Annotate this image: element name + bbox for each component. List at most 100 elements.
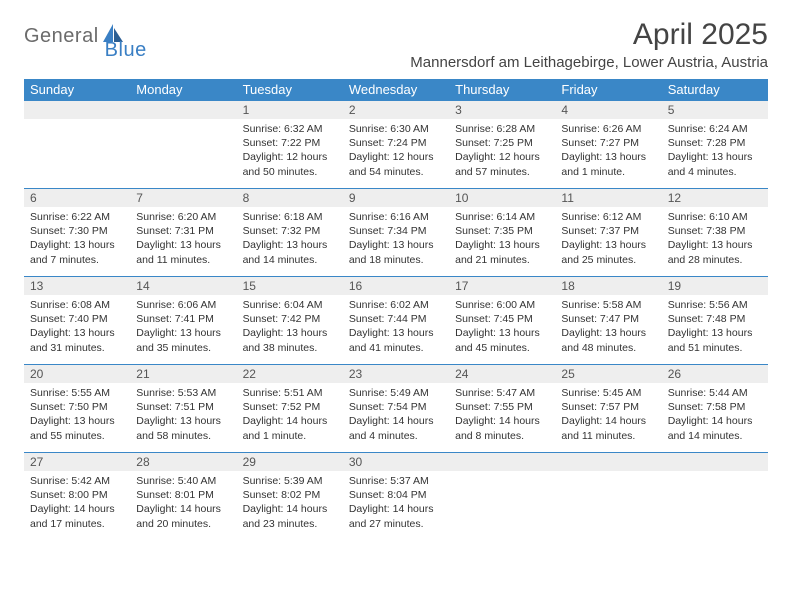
calendar-day: 7Sunrise: 6:20 AMSunset: 7:31 PMDaylight… xyxy=(130,188,236,276)
sunset-line: Sunset: 7:32 PM xyxy=(243,224,337,238)
day-number xyxy=(555,452,661,471)
brand-text-blue: Blue xyxy=(105,39,147,62)
day-details: Sunrise: 6:16 AMSunset: 7:34 PMDaylight:… xyxy=(343,207,449,273)
sunrise-line: Sunrise: 6:02 AM xyxy=(349,298,443,312)
day-number: 27 xyxy=(24,452,130,471)
calendar-week: 1Sunrise: 6:32 AMSunset: 7:22 PMDaylight… xyxy=(24,100,768,188)
day-details: Sunrise: 6:30 AMSunset: 7:24 PMDaylight:… xyxy=(343,119,449,185)
sunrise-line: Sunrise: 6:28 AM xyxy=(455,122,549,136)
day-number: 24 xyxy=(449,364,555,383)
day-number: 26 xyxy=(662,364,768,383)
daylight-line: Daylight: 13 hours and 48 minutes. xyxy=(561,326,655,354)
day-details xyxy=(449,471,555,480)
calendar-day: 2Sunrise: 6:30 AMSunset: 7:24 PMDaylight… xyxy=(343,100,449,188)
day-details: Sunrise: 6:10 AMSunset: 7:38 PMDaylight:… xyxy=(662,207,768,273)
day-number: 10 xyxy=(449,188,555,207)
daylight-line: Daylight: 13 hours and 18 minutes. xyxy=(349,238,443,266)
day-details: Sunrise: 5:45 AMSunset: 7:57 PMDaylight:… xyxy=(555,383,661,449)
calendar-day: 18Sunrise: 5:58 AMSunset: 7:47 PMDayligh… xyxy=(555,276,661,364)
daylight-line: Daylight: 13 hours and 1 minute. xyxy=(561,150,655,178)
calendar-day: 11Sunrise: 6:12 AMSunset: 7:37 PMDayligh… xyxy=(555,188,661,276)
calendar-day: 8Sunrise: 6:18 AMSunset: 7:32 PMDaylight… xyxy=(237,188,343,276)
sunset-line: Sunset: 7:28 PM xyxy=(668,136,762,150)
calendar-day: 6Sunrise: 6:22 AMSunset: 7:30 PMDaylight… xyxy=(24,188,130,276)
day-number xyxy=(449,452,555,471)
sunset-line: Sunset: 7:35 PM xyxy=(455,224,549,238)
sunset-line: Sunset: 7:42 PM xyxy=(243,312,337,326)
sunrise-line: Sunrise: 6:06 AM xyxy=(136,298,230,312)
day-details: Sunrise: 6:22 AMSunset: 7:30 PMDaylight:… xyxy=(24,207,130,273)
calendar-day: 5Sunrise: 6:24 AMSunset: 7:28 PMDaylight… xyxy=(662,100,768,188)
calendar-day: 4Sunrise: 6:26 AMSunset: 7:27 PMDaylight… xyxy=(555,100,661,188)
calendar-day: 12Sunrise: 6:10 AMSunset: 7:38 PMDayligh… xyxy=(662,188,768,276)
day-details: Sunrise: 6:26 AMSunset: 7:27 PMDaylight:… xyxy=(555,119,661,185)
sunset-line: Sunset: 7:30 PM xyxy=(30,224,124,238)
sunset-line: Sunset: 7:27 PM xyxy=(561,136,655,150)
calendar-empty xyxy=(24,100,130,188)
daylight-line: Daylight: 13 hours and 38 minutes. xyxy=(243,326,337,354)
sunrise-line: Sunrise: 6:24 AM xyxy=(668,122,762,136)
sunrise-line: Sunrise: 6:30 AM xyxy=(349,122,443,136)
sunset-line: Sunset: 7:40 PM xyxy=(30,312,124,326)
day-details: Sunrise: 5:53 AMSunset: 7:51 PMDaylight:… xyxy=(130,383,236,449)
day-details: Sunrise: 6:28 AMSunset: 7:25 PMDaylight:… xyxy=(449,119,555,185)
calendar-empty xyxy=(449,452,555,540)
sunrise-line: Sunrise: 5:47 AM xyxy=(455,386,549,400)
day-number xyxy=(662,452,768,471)
day-number: 15 xyxy=(237,276,343,295)
day-details: Sunrise: 5:55 AMSunset: 7:50 PMDaylight:… xyxy=(24,383,130,449)
day-details: Sunrise: 6:00 AMSunset: 7:45 PMDaylight:… xyxy=(449,295,555,361)
sunrise-line: Sunrise: 5:44 AM xyxy=(668,386,762,400)
calendar-day: 20Sunrise: 5:55 AMSunset: 7:50 PMDayligh… xyxy=(24,364,130,452)
calendar-day: 19Sunrise: 5:56 AMSunset: 7:48 PMDayligh… xyxy=(662,276,768,364)
day-details: Sunrise: 6:24 AMSunset: 7:28 PMDaylight:… xyxy=(662,119,768,185)
calendar-table: SundayMondayTuesdayWednesdayThursdayFrid… xyxy=(24,79,768,540)
day-number xyxy=(130,100,236,119)
day-number: 14 xyxy=(130,276,236,295)
weekday-header: Thursday xyxy=(449,79,555,100)
day-details xyxy=(130,119,236,128)
calendar-day: 16Sunrise: 6:02 AMSunset: 7:44 PMDayligh… xyxy=(343,276,449,364)
day-details: Sunrise: 6:14 AMSunset: 7:35 PMDaylight:… xyxy=(449,207,555,273)
day-number: 19 xyxy=(662,276,768,295)
day-number: 20 xyxy=(24,364,130,383)
day-number: 21 xyxy=(130,364,236,383)
sunrise-line: Sunrise: 5:40 AM xyxy=(136,474,230,488)
sunrise-line: Sunrise: 5:55 AM xyxy=(30,386,124,400)
day-details xyxy=(24,119,130,128)
daylight-line: Daylight: 13 hours and 35 minutes. xyxy=(136,326,230,354)
calendar-day: 25Sunrise: 5:45 AMSunset: 7:57 PMDayligh… xyxy=(555,364,661,452)
daylight-line: Daylight: 13 hours and 51 minutes. xyxy=(668,326,762,354)
day-number: 28 xyxy=(130,452,236,471)
calendar-day: 15Sunrise: 6:04 AMSunset: 7:42 PMDayligh… xyxy=(237,276,343,364)
day-number: 17 xyxy=(449,276,555,295)
calendar-empty xyxy=(130,100,236,188)
sunrise-line: Sunrise: 5:53 AM xyxy=(136,386,230,400)
sunrise-line: Sunrise: 5:37 AM xyxy=(349,474,443,488)
day-number: 16 xyxy=(343,276,449,295)
day-number: 2 xyxy=(343,100,449,119)
day-details: Sunrise: 6:32 AMSunset: 7:22 PMDaylight:… xyxy=(237,119,343,185)
day-number: 29 xyxy=(237,452,343,471)
calendar-week: 6Sunrise: 6:22 AMSunset: 7:30 PMDaylight… xyxy=(24,188,768,276)
day-details: Sunrise: 5:42 AMSunset: 8:00 PMDaylight:… xyxy=(24,471,130,537)
daylight-line: Daylight: 13 hours and 4 minutes. xyxy=(668,150,762,178)
daylight-line: Daylight: 13 hours and 45 minutes. xyxy=(455,326,549,354)
sunset-line: Sunset: 7:51 PM xyxy=(136,400,230,414)
sunset-line: Sunset: 8:02 PM xyxy=(243,488,337,502)
sunrise-line: Sunrise: 6:14 AM xyxy=(455,210,549,224)
daylight-line: Daylight: 13 hours and 58 minutes. xyxy=(136,414,230,442)
calendar-page: General Blue April 2025 Mannersdorf am L… xyxy=(0,0,792,540)
sunrise-line: Sunrise: 6:18 AM xyxy=(243,210,337,224)
title-block: April 2025 Mannersdorf am Leithagebirge,… xyxy=(410,18,768,71)
sunset-line: Sunset: 7:58 PM xyxy=(668,400,762,414)
day-details: Sunrise: 6:08 AMSunset: 7:40 PMDaylight:… xyxy=(24,295,130,361)
calendar-day: 21Sunrise: 5:53 AMSunset: 7:51 PMDayligh… xyxy=(130,364,236,452)
sunset-line: Sunset: 7:50 PM xyxy=(30,400,124,414)
daylight-line: Daylight: 14 hours and 1 minute. xyxy=(243,414,337,442)
sunset-line: Sunset: 7:54 PM xyxy=(349,400,443,414)
day-number xyxy=(24,100,130,119)
day-number: 12 xyxy=(662,188,768,207)
day-number: 25 xyxy=(555,364,661,383)
daylight-line: Daylight: 12 hours and 57 minutes. xyxy=(455,150,549,178)
